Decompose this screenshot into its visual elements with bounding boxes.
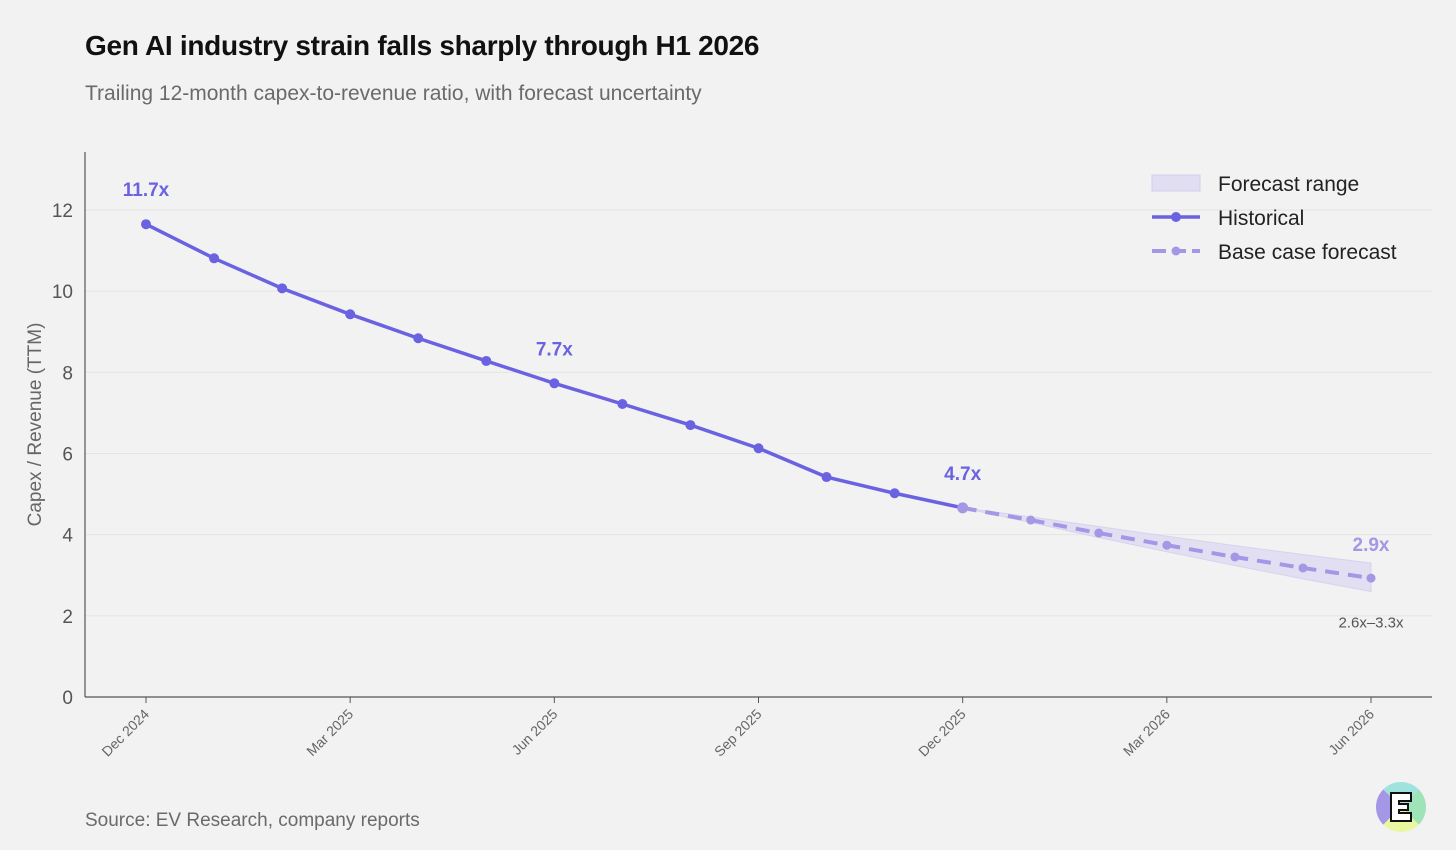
source-note: Source: EV Research, company reports [85, 810, 420, 831]
forecast-point [1366, 573, 1376, 583]
legend-label: Forecast range [1218, 173, 1359, 196]
value-annotation: 7.7x [536, 339, 573, 360]
value-annotation: 11.7x [123, 180, 170, 201]
forecast-point [1230, 552, 1240, 562]
brand-logo-icon [1376, 782, 1426, 832]
historical-point [481, 355, 492, 366]
value-annotation: 2.9x [1353, 535, 1390, 556]
historical-point [209, 253, 220, 264]
y-tick-label: 2 [62, 607, 73, 628]
legend-band-swatch [1151, 174, 1201, 192]
y-tick-label: 0 [62, 688, 73, 709]
x-tick-label: Mar 2026 [1120, 706, 1173, 759]
y-tick-label: 10 [52, 282, 73, 303]
y-tick-label: 12 [52, 201, 73, 222]
chart-subtitle: Trailing 12-month capex-to-revenue ratio… [85, 82, 702, 105]
value-annotation: 4.7x [944, 464, 981, 485]
forecast-point [1162, 540, 1172, 550]
x-tick-label: Mar 2025 [303, 706, 356, 759]
historical-point [617, 398, 628, 409]
range-annotation: 2.6x–3.3x [1338, 614, 1404, 631]
y-axis-label: Capex / Revenue (TTM) [25, 323, 46, 527]
legend-historical-marker [1171, 212, 1181, 222]
historical-point [821, 472, 832, 483]
x-tick-label: Dec 2025 [915, 706, 969, 760]
chart-title: Gen AI industry strain falls sharply thr… [85, 30, 760, 61]
historical-line [145, 222, 964, 510]
historical-point [141, 219, 151, 230]
historical-point [889, 488, 900, 499]
forecast-point [1026, 515, 1036, 525]
forecast-point [1094, 528, 1104, 538]
historical-point [277, 283, 288, 294]
x-tick-label: Dec 2024 [98, 706, 152, 760]
y-tick-label: 4 [62, 526, 73, 547]
historical-point [549, 378, 560, 389]
legend-label: Base case forecast [1218, 241, 1397, 264]
forecast-point [1298, 563, 1308, 573]
historical-point [413, 333, 424, 344]
historical-point [345, 309, 356, 320]
x-tick-label: Sep 2025 [711, 706, 765, 760]
x-tick-label: Jun 2025 [508, 706, 560, 758]
historical-point [753, 443, 764, 454]
legend-forecast-marker [1171, 246, 1181, 256]
y-tick-label: 6 [62, 445, 73, 466]
legend-label: Historical [1218, 207, 1304, 230]
transition-point [957, 502, 969, 514]
x-tick-label: Jun 2026 [1325, 706, 1377, 758]
historical-point [685, 420, 696, 431]
y-tick-label: 8 [62, 363, 73, 384]
